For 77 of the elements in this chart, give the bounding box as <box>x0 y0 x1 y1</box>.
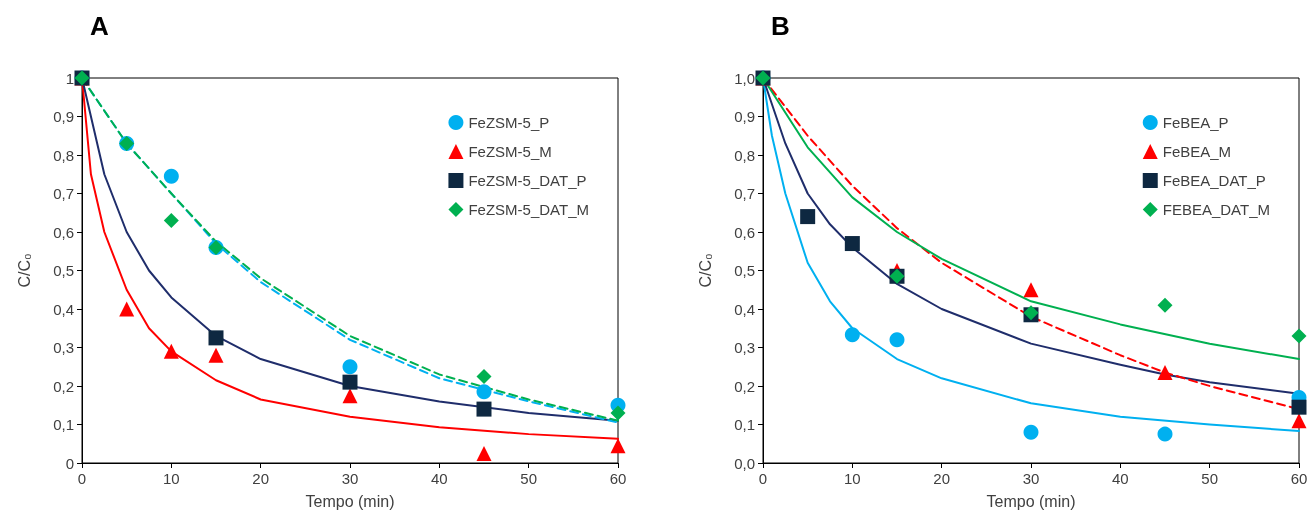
x-tick-label: 10 <box>843 470 861 487</box>
y-tick-label: 0,1 <box>53 416 74 433</box>
legend-label: FEBEA_DAT_M <box>1162 201 1270 218</box>
y-tick-label: 1 <box>65 69 74 87</box>
y-tick-label: 0,2 <box>53 377 74 395</box>
y-tick-label: 1,0 <box>734 69 755 87</box>
point <box>844 327 860 343</box>
y-tick-label: 0,0 <box>734 454 755 472</box>
y-tick-label: 0,2 <box>734 377 755 395</box>
y-axis-title: C/C₀ <box>15 253 33 288</box>
legend-label: FeZSM-5_M <box>468 143 552 160</box>
point <box>610 438 626 454</box>
x-tick-label: 10 <box>162 470 180 487</box>
point <box>208 330 224 346</box>
y-tick-label: 0,8 <box>734 146 755 164</box>
y-tick-label: 0 <box>65 454 74 472</box>
point <box>163 343 179 359</box>
point <box>1157 297 1173 313</box>
point <box>119 301 135 317</box>
legend-label: FeBEA_P <box>1162 114 1229 131</box>
point <box>342 359 358 375</box>
point <box>476 368 492 384</box>
legend-label: FeZSM-5_DAT_M <box>468 201 590 218</box>
chart-title: B <box>771 11 790 41</box>
x-tick-label: 60 <box>609 470 627 487</box>
y-tick-label: 0,6 <box>734 223 755 241</box>
y-tick-label: 0,5 <box>53 262 74 279</box>
point <box>1023 282 1039 298</box>
chart-title: A <box>90 11 109 41</box>
x-tick-label: 60 <box>1290 470 1308 487</box>
point <box>476 401 492 417</box>
y-tick-label: 0,5 <box>734 262 755 279</box>
point <box>800 209 816 225</box>
legend-label: FeBEA_M <box>1162 143 1232 160</box>
point <box>163 212 179 228</box>
x-tick-label: 20 <box>933 470 951 487</box>
point <box>163 168 179 184</box>
x-tick-label: 30 <box>1022 470 1040 487</box>
point <box>610 405 626 421</box>
point <box>1157 426 1173 442</box>
y-tick-label: 0,9 <box>734 108 755 125</box>
point <box>1291 399 1307 415</box>
y-tick-label: 0,1 <box>734 416 755 433</box>
point <box>889 332 905 348</box>
x-axis-title: Tempo (min) <box>986 492 1076 510</box>
y-tick-label: 0,4 <box>734 300 755 318</box>
point <box>342 374 358 390</box>
point <box>476 445 492 461</box>
y-tick-label: 0,7 <box>53 185 74 202</box>
point <box>1291 413 1307 429</box>
x-tick-label: 30 <box>341 470 359 487</box>
point <box>476 384 492 400</box>
y-tick-label: 0,9 <box>53 108 74 125</box>
x-tick-label: 40 <box>430 470 448 487</box>
x-tick-label: 40 <box>1111 470 1129 487</box>
y-tick-label: 0,3 <box>734 339 755 356</box>
legend-label: FeZSM-5_P <box>468 114 550 131</box>
point <box>844 236 860 252</box>
legend-label: FeBEA_DAT_P <box>1162 172 1266 189</box>
y-tick-label: 0,7 <box>734 185 755 202</box>
y-tick-label: 0,8 <box>53 146 74 164</box>
x-tick-label: 0 <box>77 470 87 487</box>
y-tick-label: 0,3 <box>53 339 74 356</box>
point <box>1157 365 1173 381</box>
x-tick-label: 0 <box>758 470 768 487</box>
x-tick-label: 50 <box>1201 470 1219 487</box>
x-tick-label: 50 <box>520 470 538 487</box>
point <box>208 347 224 363</box>
point <box>342 388 358 404</box>
point <box>1023 424 1039 440</box>
x-tick-label: 20 <box>252 470 270 487</box>
y-axis-title: C/C₀ <box>696 253 714 288</box>
y-tick-label: 0,4 <box>53 300 74 318</box>
x-axis-title: Tempo (min) <box>305 492 395 510</box>
y-tick-label: 0,6 <box>53 223 74 241</box>
point <box>1291 328 1307 344</box>
legend-label: FeZSM-5_DAT_P <box>468 172 587 189</box>
